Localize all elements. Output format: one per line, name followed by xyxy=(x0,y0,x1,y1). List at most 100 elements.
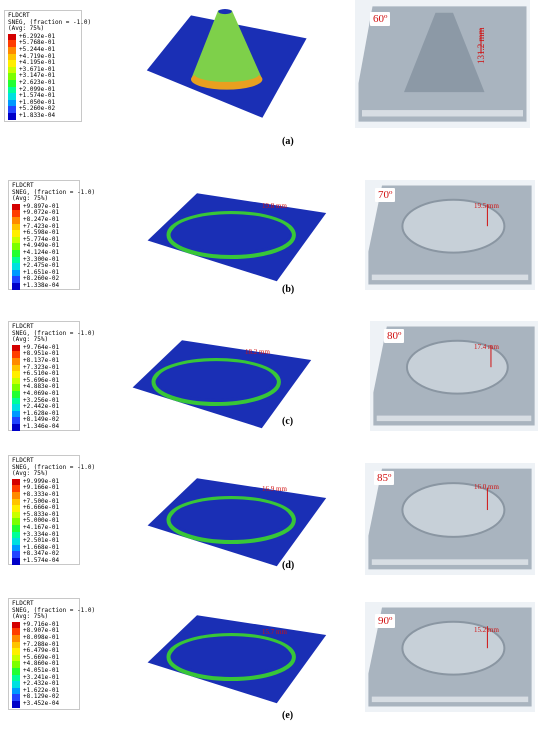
wall-angle-label: 90º xyxy=(375,614,396,628)
legend-value: +5.669e-01 xyxy=(23,653,60,661)
photo-height-label: 131.2 mm xyxy=(476,27,486,64)
legend-value: +1.668e-01 xyxy=(23,543,60,551)
legend-value: +8.129e-02 xyxy=(23,693,60,701)
legend-color-bar xyxy=(12,621,20,708)
cylinder-wall-ring xyxy=(166,211,296,259)
legend-color-swatch xyxy=(12,634,20,642)
legend-subtitle: SNEG, (fraction = -1.0) xyxy=(8,18,92,26)
legend-value: +6.510e-01 xyxy=(23,370,60,378)
legend-value: +2.501e-01 xyxy=(23,537,60,545)
legend-value: +5.000e-01 xyxy=(23,517,60,525)
legend-color-swatch xyxy=(8,73,16,80)
simulation-contour-plot xyxy=(147,478,327,567)
legend-subtitle: SNEG, (fraction = -1.0) xyxy=(12,606,96,614)
legend-color-swatch xyxy=(12,249,20,257)
legend-color-swatch xyxy=(12,498,20,506)
legend-value: +7.288e-01 xyxy=(23,640,60,648)
legend-value: +2.432e-01 xyxy=(23,680,60,688)
legend-color-swatch xyxy=(8,93,16,100)
legend-color-swatch xyxy=(12,344,20,352)
legend-color-swatch xyxy=(8,60,16,67)
legend-color-swatch xyxy=(12,236,20,244)
legend-color-swatch xyxy=(12,203,20,211)
legend-avg: (Avg: 75%) xyxy=(12,336,49,344)
legend-values: +9.999e-01 +9.166e-01 +8.333e-01 +7.500e-01… xyxy=(23,477,60,565)
legend-value: +6.598e-01 xyxy=(23,229,60,237)
legend-color-swatch xyxy=(12,674,20,682)
legend-value: +4.860e-01 xyxy=(23,660,60,668)
legend-value: +1.833e-04 xyxy=(19,111,56,119)
contour-legend: FLDCRT SNEG, (fraction = -1.0) (Avg: 75%… xyxy=(8,455,95,565)
legend-title: FLDCRT xyxy=(12,600,34,607)
cone-top xyxy=(218,8,232,15)
legend-avg: (Avg: 75%) xyxy=(12,195,49,203)
legend-color-swatch xyxy=(12,687,20,695)
legend-scale: +6.292e-01 +5.768e-01 +5.244e-01 +4.719e-01… xyxy=(8,32,78,120)
figure-panel: FLDCRT SNEG, (fraction = -1.0) (Avg: 75%… xyxy=(0,160,550,310)
simulation-height-label: 19.8 mm xyxy=(262,202,287,210)
legend-value: +2.099e-01 xyxy=(19,85,56,93)
formed-cone xyxy=(404,12,485,93)
legend-color-swatch xyxy=(12,557,20,565)
formed-cylinder xyxy=(401,198,506,254)
panel-caption: (b) xyxy=(282,284,295,295)
legend-value: +4.069e-01 xyxy=(23,389,60,397)
legend-values: +9.764e-01 +8.951e-01 +8.137e-01 +7.323e-01… xyxy=(23,344,60,431)
legend-color-swatch xyxy=(12,511,20,519)
legend-color-swatch xyxy=(12,417,20,424)
legend-value: +7.423e-01 xyxy=(23,222,60,230)
legend-title: FLDCRT xyxy=(12,323,34,330)
legend-color-bar xyxy=(12,344,20,431)
legend-color-swatch xyxy=(12,518,20,525)
simulation-contour-plot xyxy=(147,615,327,704)
legend-title: FLDCRT xyxy=(12,457,34,464)
legend-value: +5.244e-01 xyxy=(19,45,56,53)
cylinder-top xyxy=(172,499,291,537)
photo-height-label: 15.2 mm xyxy=(474,626,499,634)
formed-cylinder xyxy=(401,482,506,538)
simulation-height-label: 15.7 mm xyxy=(262,628,287,636)
experimental-photo xyxy=(370,321,538,431)
legend-color-swatch xyxy=(12,364,20,372)
cylinder-top xyxy=(172,214,291,252)
legend-value: +8.260e-02 xyxy=(23,275,60,283)
cylinder-top xyxy=(172,636,291,674)
legend-value: +1.574e-04 xyxy=(23,556,60,564)
legend-avg: (Avg: 75%) xyxy=(8,25,45,33)
legend-value: +8.907e-01 xyxy=(23,627,60,635)
legend-value: +3.300e-01 xyxy=(23,255,60,263)
legend-color-swatch xyxy=(12,276,20,283)
contour-legend: FLDCRT SNEG, (fraction = -1.0) (Avg: 75%… xyxy=(8,598,96,710)
legend-avg: (Avg: 75%) xyxy=(12,613,49,621)
legend-value: +5.768e-01 xyxy=(19,39,56,47)
figure-panel: FLDCRT SNEG, (fraction = -1.0) (Avg: 75%… xyxy=(0,305,550,445)
legend-subtitle: SNEG, (fraction = -1.0) xyxy=(12,188,96,196)
contour-legend: FLDCRT SNEG, (fraction = -1.0) (Avg: 75%… xyxy=(4,10,92,122)
panel-caption: (a) xyxy=(282,136,294,147)
legend-color-swatch xyxy=(12,628,20,635)
ruler xyxy=(371,559,529,565)
legend-value: +9.897e-01 xyxy=(23,202,60,210)
ruler xyxy=(362,110,523,117)
wall-angle-label: 70º xyxy=(375,188,396,202)
legend-value: +2.442e-01 xyxy=(23,403,60,411)
legend-color-swatch xyxy=(12,390,20,398)
legend-value: +3.452e-04 xyxy=(23,699,60,707)
legend-value: +9.999e-01 xyxy=(23,477,60,485)
legend-color-swatch xyxy=(12,404,20,411)
figure-panel: FLDCRT SNEG, (fraction = -1.0) (Avg: 75%… xyxy=(0,445,550,585)
legend-value: +6.292e-01 xyxy=(19,32,56,40)
legend-value: +1.574e-01 xyxy=(19,92,56,100)
legend-color-swatch xyxy=(8,53,16,61)
panel-caption: (e) xyxy=(282,710,294,721)
legend-value: +9.166e-01 xyxy=(23,484,60,492)
legend-values: +9.716e-01 +8.907e-01 +8.098e-01 +7.288e-01… xyxy=(23,621,60,708)
cylinder-wall-ring xyxy=(166,633,296,681)
legend-color-swatch xyxy=(12,524,20,532)
legend-color-swatch xyxy=(8,79,16,87)
photo-height-label: 19.5 mm xyxy=(474,202,499,210)
legend-color-swatch xyxy=(8,106,16,113)
legend-value: +5.696e-01 xyxy=(23,376,60,384)
legend-color-swatch xyxy=(8,86,16,94)
legend-value: +1.622e-01 xyxy=(23,686,60,694)
